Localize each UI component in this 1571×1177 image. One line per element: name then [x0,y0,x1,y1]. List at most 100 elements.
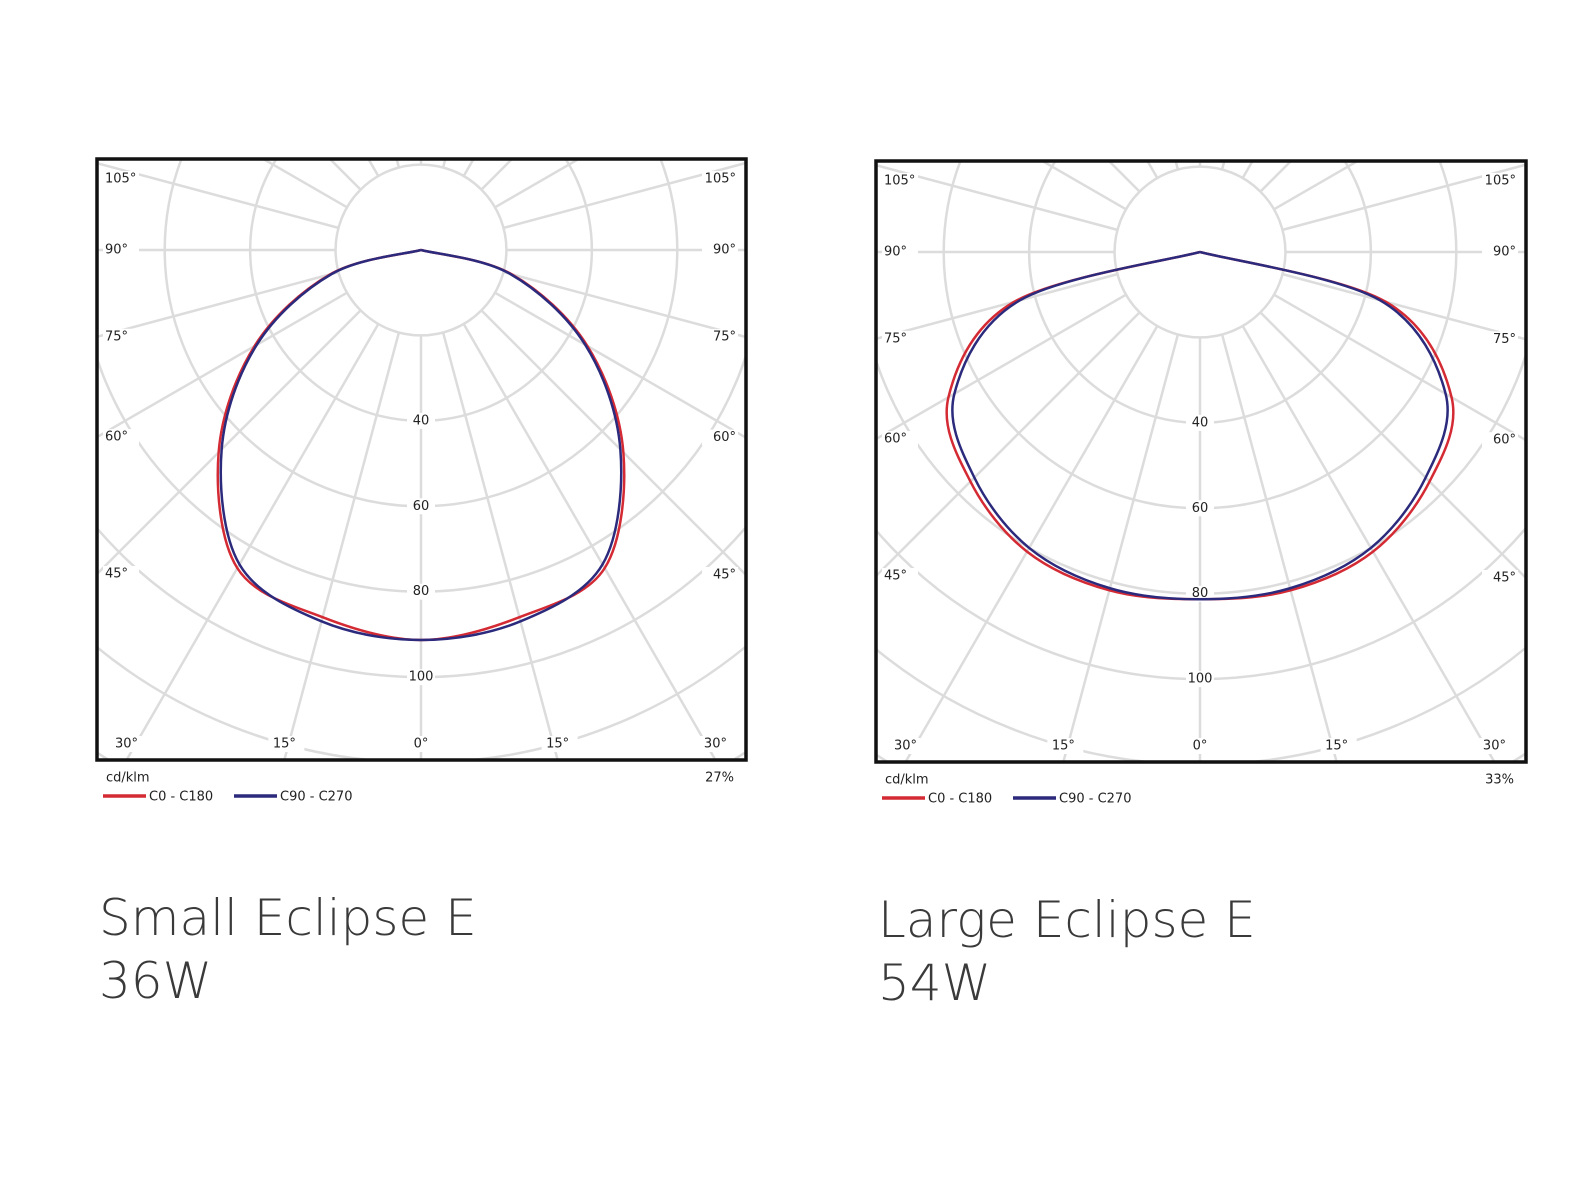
grid-spoke [1241,161,1254,179]
theta-tick-label: 60° [1493,433,1516,448]
grid-spoke [395,159,401,168]
theta-tick-label: 105° [1485,174,1516,189]
theta-tick-label: 90° [884,245,907,260]
theta-tick-label: 90° [105,243,128,258]
grid-spoke [1220,334,1338,762]
grid-circle [97,644,746,760]
grid-spoke [503,270,746,339]
theta-tick-label: 60° [105,430,128,445]
grid-spoke [904,325,1159,762]
theta-tick-bg [1482,432,1518,449]
annotation: 33% [1485,773,1514,788]
r-tick-bg [1186,500,1214,517]
theta-tick-bg [699,736,736,752]
theta-tick-label: 60° [713,430,736,445]
theta-tick-label: 90° [713,243,736,258]
polar-chart: 40 60 80 100 105° 90° 75° 60° 45° 30° 15° 0° 15° 30° 4… [95,157,748,1010]
grid-spoke [441,332,559,760]
legend-label: C0 - C180 [928,792,992,807]
theta-tick-bg [1482,244,1518,260]
theta-tick-label: 15° [1325,739,1348,754]
grid-circle [876,645,1526,762]
r-tick-bg [407,498,435,515]
chart-title: Large Eclipse E [878,891,1256,949]
grid-spoke [462,159,475,177]
theta-tick-bg [103,242,139,258]
grid-spoke [876,272,1118,341]
theta-tick-bg [882,244,918,260]
theta-tick-bg [541,736,578,752]
theta-tick-label: 45° [1493,571,1516,586]
r-tick-bg [1186,671,1214,688]
grid-spoke [97,270,339,339]
theta-tick-label: 30° [894,739,917,754]
theta-tick-bg [1482,570,1518,586]
theta-tick-bg [702,329,738,346]
r-tick-bg [1186,414,1214,431]
theta-tick-label: 0° [414,737,429,752]
grid-spoke [876,311,1141,578]
theta-tick-label: 30° [115,737,138,752]
theta-tick-bg [882,431,918,448]
grid-spoke [125,323,380,760]
theta-tick-bg [702,567,738,583]
legend-label: C0 - C180 [149,790,213,805]
grid-spoke [503,161,746,230]
plot-frame [874,159,1528,764]
theta-tick-bg [882,330,918,347]
r-tick-bg [407,412,435,429]
grid-spoke [97,161,339,230]
grid-spoke [1174,161,1180,170]
theta-tick-label: 30° [1483,739,1506,754]
theta-tick-label: 0° [1193,739,1208,754]
theta-tick-bg [268,736,305,752]
grid-spoke [494,291,746,440]
grid-spoke [367,159,380,177]
theta-tick-bg [702,171,738,187]
polar-chart: 40 60 80 100 105° 90° 75° 60° 45° 30° 15° 0° 15° 30° 4… [874,159,1528,1012]
theta-tick-bg [110,736,147,752]
grid-spoke [876,293,1127,441]
grid-spoke [1259,311,1526,580]
grid-spoke [441,159,447,168]
theta-tick-bg [1482,331,1518,348]
grid-spoke [1273,293,1526,442]
grid-spoke [494,159,582,209]
theta-tick-bg [405,736,441,752]
r-tick-label: 80 [1192,586,1209,601]
theta-tick-label: 90° [1493,245,1516,260]
r-tick-bg [407,669,435,686]
theta-tick-bg [103,429,139,446]
annotation: 27% [705,771,734,786]
legend-label: C90 - C270 [1059,792,1131,807]
theta-tick-label: 105° [105,172,136,187]
grid-spoke [1146,161,1159,179]
theta-tick-bg [103,171,139,187]
grid-spoke [1039,161,1127,211]
chart-title: Small Eclipse E [99,889,477,947]
grid-circle [97,750,746,760]
theta-tick-label: 45° [713,568,736,583]
theta-tick-label: 30° [704,737,727,752]
theta-tick-bg [882,568,918,584]
theta-tick-label: 105° [705,172,736,187]
theta-tick-bg [702,429,738,446]
r-tick-label: 80 [413,584,430,599]
theta-tick-label: 75° [884,331,907,346]
grid-spoke [1241,325,1496,762]
grid-spoke [1282,272,1526,341]
theta-tick-bg [1320,738,1357,754]
r-tick-label: 100 [1188,672,1213,687]
grid-spoke [1107,161,1141,193]
r-tick-bg [1186,585,1214,602]
theta-tick-label: 15° [273,737,296,752]
grid [97,159,746,760]
theta-tick-label: 75° [105,329,128,344]
grid-spoke [260,159,348,209]
theta-tick-bg [1478,738,1515,754]
grid-spoke [283,332,401,760]
legend-label: C90 - C270 [280,790,352,805]
grid-spoke [1062,334,1180,762]
theta-tick-label: 15° [546,737,569,752]
series-line [219,248,623,642]
